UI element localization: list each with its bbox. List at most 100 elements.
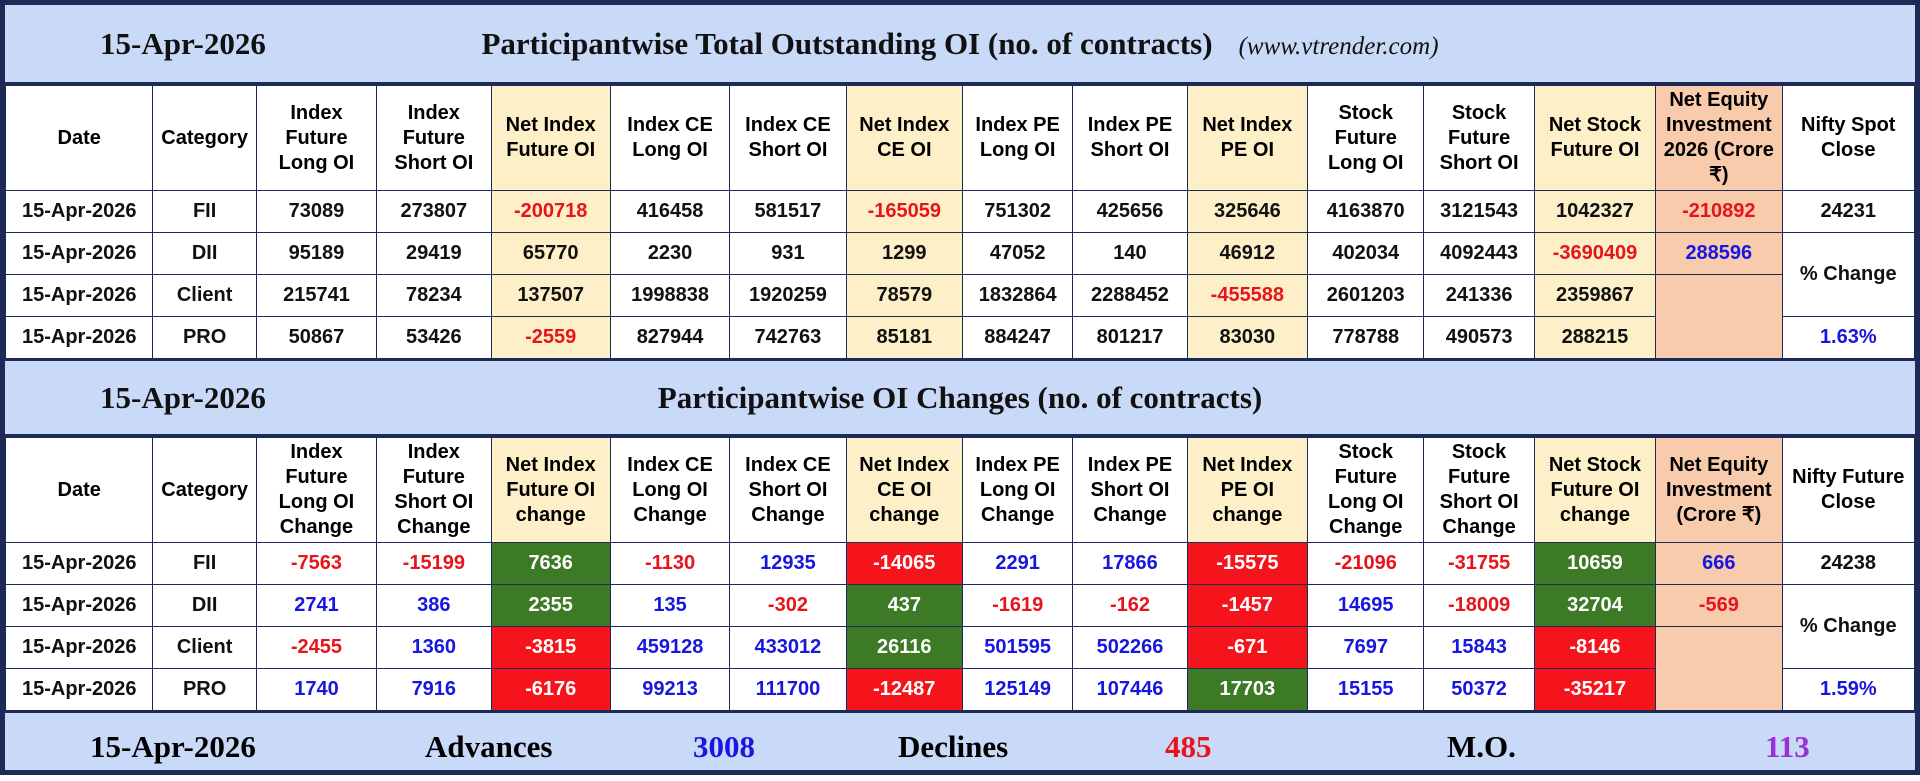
value-cell: 490573 <box>1423 316 1535 360</box>
date-cell: 15-Apr-2026 <box>4 190 154 233</box>
value-cell: 4163870 <box>1307 190 1425 233</box>
declines-label: Declines <box>898 729 1009 764</box>
nifty-close: 24238 <box>1781 542 1916 585</box>
column-header: Net Stock Future OI change <box>1533 437 1657 543</box>
value-cell: 931 <box>729 232 847 275</box>
value-cell: -31755 <box>1423 542 1535 585</box>
value-cell: -302 <box>729 584 847 627</box>
value-cell: 78234 <box>376 274 492 317</box>
value-cell: -3690409 <box>1533 232 1657 275</box>
value-cell: 742763 <box>729 316 847 360</box>
column-header: Index Future Long OI Change <box>255 437 378 543</box>
value-cell: -1619 <box>961 584 1074 627</box>
value-cell: 884247 <box>961 316 1074 360</box>
value-cell: -1130 <box>609 542 731 585</box>
value-cell: 827944 <box>609 316 731 360</box>
value-cell: 502266 <box>1072 626 1188 669</box>
column-header: Net Equity Investment 2026 (Crore ₹) <box>1655 85 1783 191</box>
value-cell: 17866 <box>1072 542 1188 585</box>
column-header: Index CE Short OI Change <box>729 437 847 543</box>
value-cell: -162 <box>1072 584 1188 627</box>
category-cell: Client <box>152 626 257 669</box>
oi-title: Participantwise Total Outstanding OI (no… <box>481 25 1213 61</box>
advances-value: 3008 <box>693 729 755 764</box>
changes-date: 15-Apr-2026 <box>100 379 266 415</box>
column-header: Index PE Long OI Change <box>961 437 1074 543</box>
value-cell: 215741 <box>255 274 378 317</box>
category-cell: PRO <box>152 668 257 712</box>
nifty-change: 1.63% <box>1781 316 1916 360</box>
value-cell: 459128 <box>609 626 731 669</box>
column-header: Stock Future Long OI <box>1307 85 1425 191</box>
column-header: Net Index PE OI change <box>1186 437 1309 543</box>
value-cell: 1360 <box>376 626 492 669</box>
value-cell: 15843 <box>1423 626 1535 669</box>
data-row: 15-Apr-2026 PRO 1740 7916 -6176 99213 111700 -1… <box>4 668 1916 712</box>
date-cell: 15-Apr-2026 <box>4 232 154 275</box>
value-cell: 12935 <box>729 542 847 585</box>
value-cell: -14065 <box>845 542 963 585</box>
column-header: Stock Future Short OI Change <box>1423 437 1535 543</box>
value-cell: 386 <box>376 584 492 627</box>
nifty-change: 1.59% <box>1781 668 1916 712</box>
header-row: Date Category Index Future Long OI Change I… <box>4 437 1916 543</box>
value-cell: 29419 <box>376 232 492 275</box>
value-cell: -12487 <box>845 668 963 712</box>
equity-cell: 288596 <box>1655 232 1783 275</box>
value-cell: 14695 <box>1307 584 1425 627</box>
value-cell: 433012 <box>729 626 847 669</box>
value-cell: 78579 <box>845 274 963 317</box>
value-cell: 425656 <box>1072 190 1188 233</box>
date-cell: 15-Apr-2026 <box>4 584 154 627</box>
column-header: Category <box>152 85 257 191</box>
data-row: 15-Apr-2026 FII -7563 -15199 7636 -1130 12935-… <box>4 542 1916 585</box>
data-row: 15-Apr-2026 Client -2455 1360 -3815 459128 433… <box>4 626 1915 712</box>
value-cell: 7916 <box>376 668 492 712</box>
value-cell: -671 <box>1186 626 1309 669</box>
value-cell: 2288452 <box>1072 274 1188 317</box>
value-cell: 801217 <box>1072 316 1188 360</box>
nifty-close: 24231 <box>1781 190 1916 233</box>
value-cell: -3815 <box>490 626 611 669</box>
footer: 15-Apr-2026 Advances 3008 Declines 485 M… <box>5 713 1915 781</box>
value-cell: 2230 <box>609 232 731 275</box>
data-row: 15-Apr-2026 FII 73089 273807 -200718 416458 58… <box>4 190 1916 233</box>
value-cell: 111700 <box>729 668 847 712</box>
column-header: Date <box>4 85 154 191</box>
data-row: 15-Apr-2026 DII 2741 386 2355 135 -302 437 -1619… <box>4 584 1916 669</box>
value-cell: 53426 <box>376 316 492 360</box>
value-cell: 1832864 <box>961 274 1074 317</box>
value-cell: 32704 <box>1533 584 1657 627</box>
category-cell: FII <box>152 190 257 233</box>
column-header: Index CE Long OI Change <box>609 437 731 543</box>
value-cell: 95189 <box>255 232 378 275</box>
value-cell: 99213 <box>609 668 731 712</box>
value-cell: 751302 <box>961 190 1074 233</box>
value-cell: 83030 <box>1186 316 1309 360</box>
changes-title-band: 15-Apr-2026 Participantwise OI Changes (… <box>5 361 1915 437</box>
column-header: Stock Future Long OI Change <box>1307 437 1425 543</box>
value-cell: -15575 <box>1186 542 1309 585</box>
column-header: Stock Future Short OI <box>1423 85 1535 191</box>
oi-source: (www.vtrender.com) <box>1238 32 1439 60</box>
column-header: Index PE Short OI Change <box>1072 437 1188 543</box>
column-header: Net Equity Investment (Crore ₹) <box>1655 437 1783 543</box>
mo-label: M.O. <box>1447 729 1516 764</box>
category-cell: FII <box>152 542 257 585</box>
value-cell: -2455 <box>255 626 378 669</box>
value-cell: 1299 <box>845 232 963 275</box>
category-cell: DII <box>152 232 257 275</box>
value-cell: -455588 <box>1186 274 1309 317</box>
value-cell: 46912 <box>1186 232 1309 275</box>
value-cell: -7563 <box>255 542 378 585</box>
value-cell: -165059 <box>845 190 963 233</box>
value-cell: 140 <box>1072 232 1188 275</box>
nifty-change-label: % Change <box>1781 232 1916 317</box>
column-header: Date <box>4 437 154 543</box>
value-cell: 73089 <box>255 190 378 233</box>
date-cell: 15-Apr-2026 <box>4 542 154 585</box>
value-cell: 65770 <box>490 232 611 275</box>
column-header: Net Index CE OI change <box>845 437 963 543</box>
footer-date: 15-Apr-2026 <box>90 729 256 764</box>
